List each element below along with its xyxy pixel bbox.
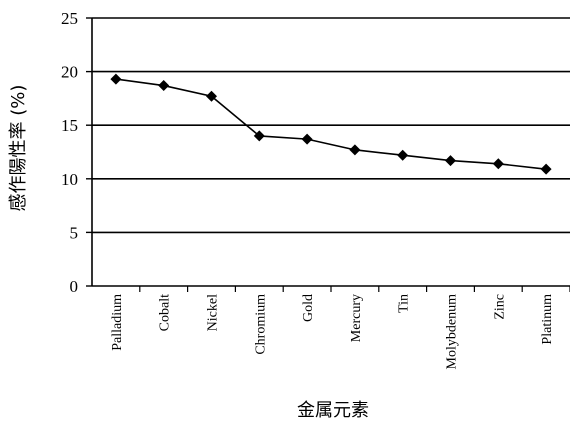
data-point-mercury — [349, 144, 361, 156]
x-tick-label: Chromium — [253, 294, 268, 355]
x-tick-label: Mercury — [349, 294, 364, 342]
data-point-palladium — [110, 73, 122, 85]
x-tick-label: Palladium — [110, 294, 125, 351]
x-tick-label: Cobalt — [158, 294, 173, 331]
y-axis-title: 感作陽性率 (%) — [8, 85, 29, 212]
x-tick-label: Gold — [301, 294, 316, 322]
data-point-molybdenum — [445, 155, 456, 167]
y-tick-label: 10 — [61, 170, 78, 189]
data-point-cobalt — [158, 80, 170, 92]
data-point-tin — [397, 149, 409, 161]
gridlines — [92, 17, 570, 234]
y-tick-label: 0 — [70, 277, 79, 296]
y-tick-label: 25 — [61, 9, 78, 28]
x-tick-label: Nickel — [206, 294, 221, 331]
data-point-platinum — [540, 163, 552, 175]
y-tick-label: 15 — [61, 116, 78, 135]
series-line — [115, 78, 547, 170]
x-tick-label: Tin — [397, 294, 412, 313]
axes — [86, 17, 570, 292]
x-tick-label: Molybdenum — [445, 294, 460, 370]
y-tick-label: 20 — [61, 63, 78, 82]
x-axis-title: 金属元素 — [297, 400, 369, 421]
x-tick-labels: Palladium Cobalt Nickel Chromium Gold Mercury… — [110, 294, 555, 370]
y-tick-label: 5 — [70, 223, 79, 242]
x-tick-label: Zinc — [492, 294, 507, 320]
data-point-chromium — [253, 130, 265, 142]
x-tick-label: Platinum — [540, 294, 555, 345]
data-point-nickel — [206, 90, 217, 102]
data-point-zinc — [492, 158, 504, 170]
data-point-gold — [301, 133, 313, 145]
y-tick-labels: 0 5 10 15 20 25 — [61, 9, 78, 296]
series — [110, 73, 552, 175]
